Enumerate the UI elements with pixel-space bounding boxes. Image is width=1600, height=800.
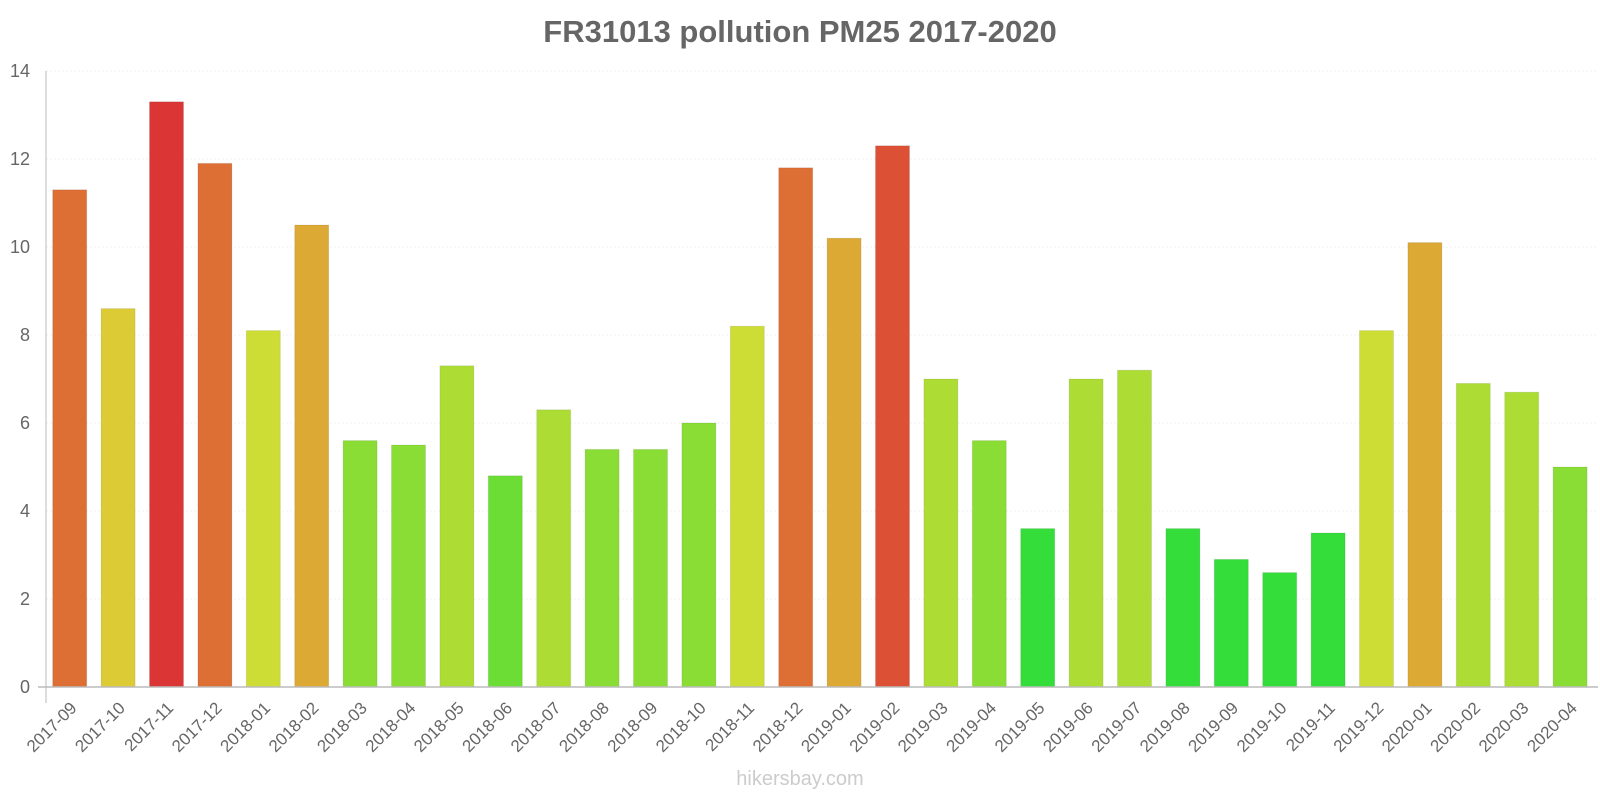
bar-2018-09 (633, 448, 668, 688)
bar-2018-06 (487, 475, 523, 688)
bar-2020-02 (1455, 382, 1491, 688)
bar-2019-11 (1310, 532, 1346, 688)
x-tick-label: 2018-11 (701, 698, 758, 755)
x-tick-label: 2019-12 (1330, 698, 1388, 756)
bar-2018-05 (439, 365, 475, 688)
x-tick-label: 2019-03 (894, 698, 952, 756)
bar-2018-11 (729, 325, 765, 688)
x-tick-label: 2017-11 (121, 698, 178, 755)
bar-2018-12 (778, 167, 814, 688)
bar-2020-01 (1407, 242, 1443, 688)
chart-title: FR31013 pollution PM25 2017-2020 (543, 14, 1057, 49)
bar-2019-06 (1068, 378, 1104, 688)
x-tick-label: 2020-01 (1378, 698, 1436, 756)
x-tick-label: 2019-11 (1282, 698, 1339, 755)
x-tick-label: 2018-04 (362, 698, 420, 756)
y-tick-label: 2 (20, 589, 30, 609)
x-tick-label: 2018-01 (217, 698, 275, 756)
bar-2020-03 (1504, 391, 1540, 688)
y-tick-label: 6 (20, 413, 30, 433)
x-tick-label: 2017-09 (23, 698, 81, 756)
x-tick-label: 2020-04 (1523, 698, 1581, 756)
x-tick-label: 2018-09 (604, 698, 662, 756)
x-axis: 2017-092017-102017-112017-122018-012018-… (23, 686, 1598, 756)
bar-2019-07 (1117, 369, 1152, 688)
x-tick-label: 2019-06 (1039, 698, 1097, 756)
x-tick-label: 2019-02 (846, 698, 904, 756)
x-tick-label: 2020-03 (1475, 698, 1533, 756)
bar-2019-05 (1020, 528, 1056, 688)
bar-2019-10 (1262, 572, 1298, 688)
bar-2018-08 (584, 448, 620, 688)
bar-2019-08 (1165, 528, 1201, 688)
x-tick-label: 2019-04 (943, 698, 1001, 756)
x-tick-label: 2019-05 (991, 698, 1049, 756)
bar-2017-10 (100, 308, 136, 688)
bar-2019-09 (1213, 558, 1249, 688)
bar-2017-09 (52, 189, 88, 688)
x-tick-label: 2019-07 (1088, 698, 1146, 756)
bar-2019-03 (923, 378, 959, 688)
gridlines (46, 70, 1598, 600)
y-tick-label: 4 (20, 501, 30, 521)
bars (52, 101, 1588, 688)
x-tick-label: 2018-10 (652, 698, 710, 756)
x-tick-label: 2018-07 (507, 698, 565, 756)
bar-2018-07 (536, 409, 572, 688)
y-tick-label: 10 (10, 237, 30, 257)
x-tick-label: 2017-10 (71, 698, 129, 756)
y-tick-label: 12 (10, 149, 30, 169)
y-axis: 0 2 4 6 8 10 12 14 (10, 61, 47, 703)
x-tick-label: 2018-08 (555, 698, 613, 756)
x-tick-label: 2018-12 (749, 698, 807, 756)
bar-2018-02 (294, 224, 330, 688)
x-tick-label: 2018-06 (459, 698, 517, 756)
bar-2018-04 (391, 444, 426, 688)
bar-2018-01 (245, 330, 281, 688)
x-tick-label: 2019-01 (797, 698, 855, 756)
x-tick-label: 2018-03 (313, 698, 371, 756)
bar-2017-11 (149, 101, 184, 688)
y-tick-label: 8 (20, 325, 30, 345)
x-tick-label: 2018-02 (265, 698, 323, 756)
watermark: hikersbay.com (736, 768, 864, 790)
bar-2020-04 (1552, 466, 1588, 688)
x-tick-label: 2019-08 (1136, 698, 1194, 756)
x-tick-label: 2019-09 (1185, 698, 1243, 756)
bar-2017-12 (197, 162, 233, 688)
bar-2019-01 (826, 237, 862, 688)
x-tick-label: 2019-10 (1233, 698, 1291, 756)
bar-2019-02 (875, 145, 910, 688)
y-tick-label: 0 (20, 677, 30, 697)
bar-2018-10 (681, 422, 717, 688)
y-tick-label: 14 (10, 61, 30, 81)
x-tick-label: 2020-02 (1427, 698, 1485, 756)
bar-2019-12 (1359, 330, 1394, 688)
x-tick-label: 2017-12 (168, 698, 226, 756)
bar-2019-04 (971, 440, 1007, 688)
x-tick-label: 2018-05 (410, 698, 468, 756)
bar-2018-03 (342, 440, 378, 688)
